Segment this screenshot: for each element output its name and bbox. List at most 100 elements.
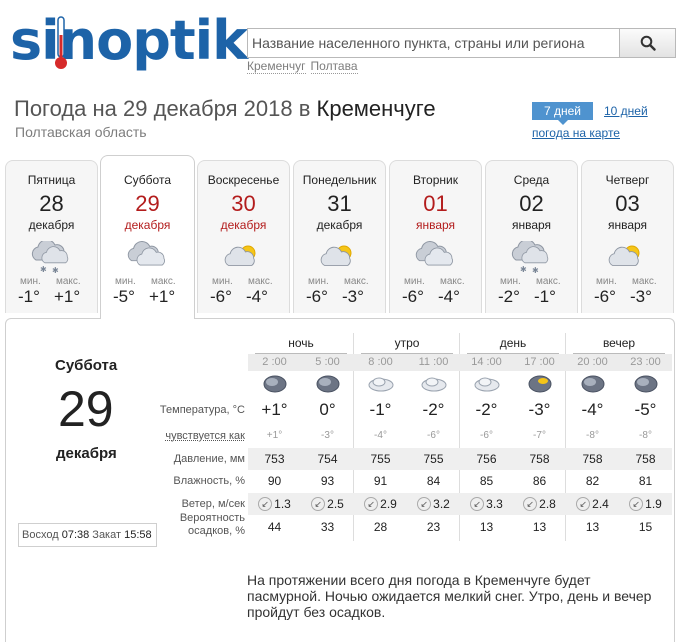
wind-direction-icon: ↙ <box>258 497 273 511</box>
min-temp: -6° <box>594 287 616 306</box>
max-temp: -1° <box>534 287 556 306</box>
site-logo[interactable]: sinoptik <box>10 10 248 72</box>
detail-day-number: 29 <box>58 381 114 437</box>
wind-cell: ↙ 1.3 <box>248 493 301 515</box>
min-label: мин. <box>308 276 329 287</box>
search-field[interactable] <box>247 28 620 58</box>
min-temp: -6° <box>210 287 232 306</box>
humidity-label: Влажность, % <box>173 475 245 487</box>
pressure-value: 758 <box>635 452 656 466</box>
day-tab-date: 28 <box>39 191 64 216</box>
temperature-value: 0° <box>319 400 336 419</box>
temperature-value: -4° <box>581 400 604 419</box>
day-tab-name: Воскресенье <box>207 173 280 187</box>
day-tab[interactable]: Четверг 03 января мин. макс. -6° -3° <box>581 160 674 313</box>
snow-icon: ✱ ✱ <box>510 239 554 275</box>
search-input[interactable] <box>248 29 619 57</box>
day-tab-date: 02 <box>519 191 544 216</box>
search-button[interactable] <box>620 28 676 58</box>
humidity-value: 90 <box>267 474 282 488</box>
wind-label: Ветер, м/сек <box>181 498 245 510</box>
link-10-days[interactable]: 10 дней <box>604 104 648 118</box>
max-label: макс. <box>632 276 657 287</box>
day-tab-date: 01 <box>423 191 448 216</box>
time-label: 14 :00 <box>471 356 502 368</box>
tab-7-days[interactable]: 7 дней <box>532 102 593 125</box>
max-label: макс. <box>536 276 561 287</box>
temperature-label: Температура, °C <box>159 404 245 416</box>
wind-cell: ↙ 2.9 <box>354 493 407 515</box>
detail-day-name: Суббота <box>55 357 118 374</box>
day-tab-date: 30 <box>231 191 256 216</box>
precipitation-value: 15 <box>638 520 653 534</box>
day-tab-month: декабря <box>124 218 171 232</box>
day-tab[interactable]: Вторник 01 января мин. макс. -6° -4° <box>389 160 482 313</box>
feels-like-label[interactable]: чувствуется как <box>165 430 245 442</box>
region-label: Полтавская область <box>15 124 147 140</box>
svg-text:✱: ✱ <box>520 265 527 273</box>
title-date: Погода на 29 декабря 2018 <box>14 96 293 121</box>
wind-direction-icon: ↙ <box>311 497 326 511</box>
min-temp: -5° <box>113 287 135 306</box>
wind-cell: ↙ 2.8 <box>513 493 566 515</box>
day-tab[interactable]: Понедельник 31 декабря мин. макс. -6° -3… <box>293 160 386 313</box>
wind-cell: ↙ 3.2 <box>407 493 460 515</box>
feels-like-value: -4° <box>374 430 387 441</box>
humidity-value: 86 <box>532 474 547 488</box>
logo-text: sinoptik <box>10 9 248 72</box>
period-divider <box>467 353 559 354</box>
day-tab-name: Вторник <box>413 173 458 187</box>
wind-direction-icon: ↙ <box>364 497 379 511</box>
day-tab[interactable]: Пятница 28 декабря ✱ ✱ мин. макс. -1° +1° <box>5 160 98 313</box>
svg-text:✱: ✱ <box>52 266 59 273</box>
period-label: утро <box>394 336 420 350</box>
min-label: мин. <box>20 276 41 287</box>
min-label: мин. <box>500 276 521 287</box>
min-temp: -6° <box>402 287 424 306</box>
min-label: мин. <box>115 276 136 287</box>
max-label: макс. <box>344 276 369 287</box>
day-tab-month: декабря <box>316 218 363 232</box>
cloud-icon <box>407 373 460 395</box>
pressure-value: 758 <box>582 452 603 466</box>
column-separator <box>565 333 566 541</box>
wind-cell: ↙ 2.4 <box>566 493 619 515</box>
time-label: 20 :00 <box>577 356 608 368</box>
link-weather-map[interactable]: погода на карте <box>532 126 620 140</box>
precip-label-line2: осадков, % <box>188 525 245 537</box>
thermometer-icon <box>55 16 67 69</box>
wind-direction-icon: ↙ <box>576 497 591 511</box>
wind-speed: 3.3 <box>486 497 503 511</box>
wind-cell: ↙ 1.9 <box>619 493 672 515</box>
time-label: 17 :00 <box>524 356 555 368</box>
sunrise-sunset: Восход 07:38 Закат 15:58 <box>18 523 157 547</box>
wind-speed: 1.9 <box>645 497 662 511</box>
feels-like-value: -6° <box>480 430 493 441</box>
period-label: день <box>499 336 527 350</box>
period-label: ночь <box>288 336 314 350</box>
day-tab[interactable]: Среда 02 января ✱ ✱ мин. макс. -2° -1° <box>485 160 578 313</box>
min-label: мин. <box>404 276 425 287</box>
recent-city-link[interactable]: Кременчуг <box>247 59 306 74</box>
feels-like-value: -3° <box>321 430 334 441</box>
cloud-icon <box>354 373 407 395</box>
day-tab[interactable]: Суббота 29 декабря мин. макс. -5° +1° <box>100 155 195 319</box>
recent-city-link[interactable]: Полтава <box>310 59 358 74</box>
sunrise-label: Восход <box>22 529 59 541</box>
wind-speed: 2.4 <box>592 497 609 511</box>
wind-direction-icon: ↙ <box>523 497 538 511</box>
day-tab-date: 29 <box>135 191 160 216</box>
svg-text:✱: ✱ <box>40 265 47 273</box>
temperature-value: -2° <box>422 400 445 419</box>
temperature-value: -3° <box>528 400 551 419</box>
pressure-value: 755 <box>423 452 444 466</box>
pressure-value: 754 <box>317 452 338 466</box>
day-tab[interactable]: Воскресенье 30 декабря мин. макс. -6° -4… <box>197 160 290 313</box>
max-temp: +1° <box>149 287 176 306</box>
wind-row-bg <box>248 493 672 515</box>
wind-speed: 2.9 <box>380 497 397 511</box>
max-label: макс. <box>56 276 81 287</box>
day-tab-month: декабря <box>220 218 267 232</box>
day-tab-month: декабря <box>28 218 75 232</box>
time-label: 23 :00 <box>630 356 661 368</box>
